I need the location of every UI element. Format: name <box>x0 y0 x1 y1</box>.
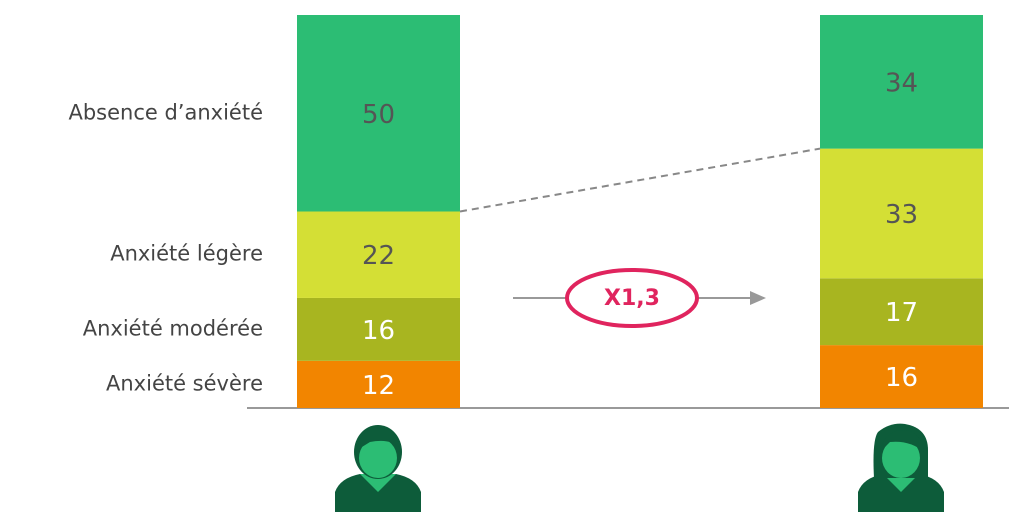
series-label: Absence d’anxiété <box>68 100 263 124</box>
bar-segment <box>297 297 460 361</box>
connector <box>459 147 821 213</box>
series-label: Anxiété légère <box>110 242 263 266</box>
bar-segment <box>820 278 983 346</box>
series-label: Anxiété modérée <box>83 316 263 340</box>
bar-segment <box>820 15 983 149</box>
bar-segment <box>820 148 983 279</box>
value-label: 12 <box>362 371 395 401</box>
value-label: 22 <box>362 241 395 271</box>
annotation-ellipse <box>565 268 699 328</box>
bar-segment <box>297 360 460 408</box>
value-label: 17 <box>885 298 918 328</box>
male-icon <box>335 425 421 512</box>
value-label: 16 <box>885 363 918 393</box>
value-label: 34 <box>885 68 918 98</box>
bar-segment <box>297 211 460 298</box>
value-label: 50 <box>362 100 395 130</box>
value-label: 16 <box>362 316 395 346</box>
series-label: Anxiété sévère <box>106 371 263 395</box>
value-label: 33 <box>885 200 918 230</box>
bar-segment <box>820 345 983 408</box>
bar-segment <box>297 15 460 212</box>
annotation: X1,3 <box>604 286 660 311</box>
female-icon <box>858 423 944 512</box>
